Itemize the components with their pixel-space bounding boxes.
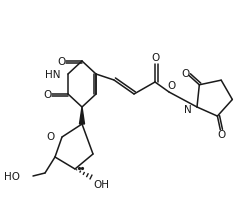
Text: HN: HN [44,70,60,80]
Text: OH: OH [93,179,109,189]
Text: O: O [151,53,159,63]
Polygon shape [79,107,85,124]
Text: O: O [57,57,65,67]
Text: HO: HO [4,171,20,181]
Text: O: O [217,129,225,139]
Text: O: O [47,131,55,141]
Text: N: N [184,104,192,115]
Text: O: O [167,81,175,90]
Text: O: O [182,68,190,78]
Text: O: O [43,89,51,100]
